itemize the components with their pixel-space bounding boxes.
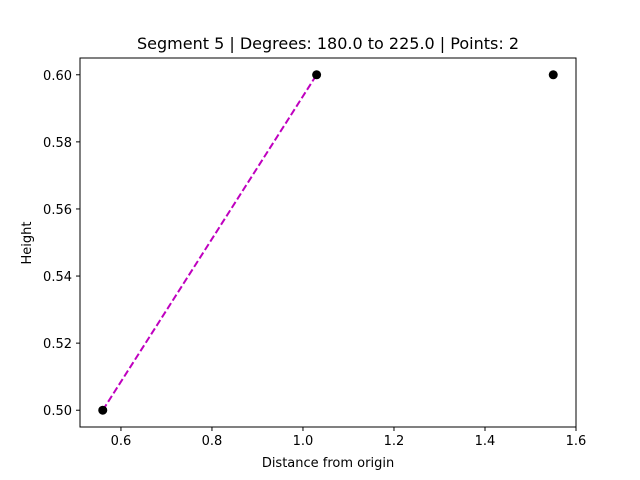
y-tick-label: 0.50 (43, 404, 72, 419)
y-tick-label: 0.60 (43, 69, 72, 84)
x-tick-label: 1.2 (384, 434, 405, 449)
x-tick-label: 1.0 (293, 434, 314, 449)
x-tick-label: 0.6 (111, 434, 132, 449)
x-tick-label: 1.6 (566, 434, 587, 449)
data-point (548, 70, 558, 80)
y-tick-label: 0.54 (43, 270, 72, 285)
x-tick-label: 1.4 (475, 434, 496, 449)
plot-frame (79, 57, 577, 428)
y-tick-label: 0.52 (43, 337, 72, 352)
data-point (98, 405, 108, 415)
y-tick-label: 0.58 (43, 136, 72, 151)
series-layer (98, 70, 558, 415)
x-tick-label: 0.8 (202, 434, 223, 449)
dashed-fit-line (101, 74, 318, 411)
x-axis-title: Distance from origin (262, 456, 394, 471)
y-axis-title: Height (20, 222, 35, 265)
y-tick-label: 0.56 (43, 203, 72, 218)
tick-layer: 0.6 0.8 1.0 1.2 1.4 1.6 0.50 0.52 0.54 0.56 0.58 0.… (43, 69, 586, 449)
chart-title: Segment 5 | Degrees: 180.0 to 225.0 | Po… (137, 34, 519, 53)
data-point (312, 70, 322, 80)
